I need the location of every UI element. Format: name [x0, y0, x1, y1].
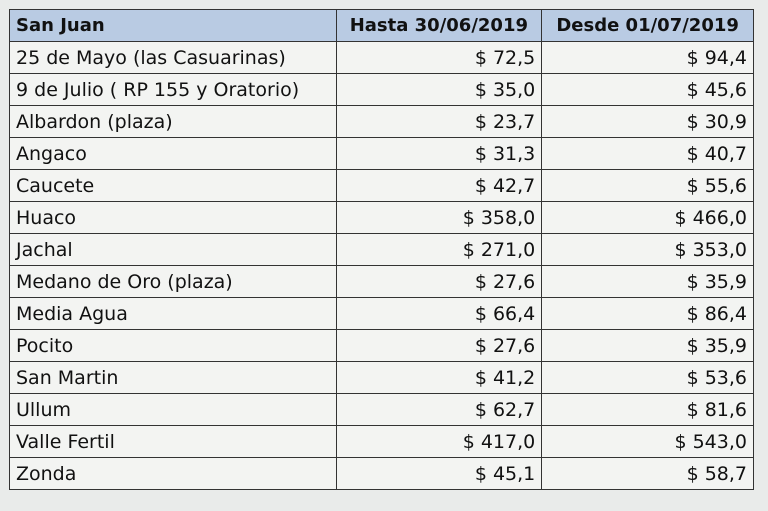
table-row: Media Agua $ 66,4 $ 86,4	[9, 297, 754, 330]
cell-location: Valle Fertil	[9, 425, 337, 458]
cell-location: Zonda	[9, 457, 337, 490]
cell-location: Pocito	[9, 329, 337, 362]
cell-price-from: $ 35,9	[541, 329, 754, 362]
table-row: Valle Fertil $ 417,0 $ 543,0	[9, 425, 754, 458]
cell-location: Albardon (plaza)	[9, 105, 337, 138]
table-row: Jachal $ 271,0 $ 353,0	[9, 233, 754, 266]
cell-location: Jachal	[9, 233, 337, 266]
cell-location: Huaco	[9, 201, 337, 234]
cell-price-until: $ 23,7	[335, 105, 543, 138]
header-from: Desde 01/07/2019	[541, 9, 754, 42]
header-location: San Juan	[9, 9, 337, 42]
cell-price-until: $ 27,6	[335, 329, 543, 362]
cell-price-from: $ 86,4	[541, 297, 754, 330]
cell-price-until: $ 62,7	[335, 393, 543, 426]
price-table: San Juan Hasta 30/06/2019 Desde 01/07/20…	[9, 9, 754, 490]
cell-price-from: $ 53,6	[541, 361, 754, 394]
cell-location: Medano de Oro (plaza)	[9, 265, 337, 298]
cell-price-from: $ 94,4	[541, 41, 754, 74]
cell-price-from: $ 58,7	[541, 457, 754, 490]
cell-price-until: $ 35,0	[335, 73, 543, 106]
table-row: Pocito $ 27,6 $ 35,9	[9, 329, 754, 362]
table-row: Zonda $ 45,1 $ 58,7	[9, 457, 754, 490]
cell-price-from: $ 40,7	[541, 137, 754, 170]
cell-location: Caucete	[9, 169, 337, 202]
table-row: San Martin $ 41,2 $ 53,6	[9, 361, 754, 394]
cell-price-until: $ 42,7	[335, 169, 543, 202]
cell-location: Ullum	[9, 393, 337, 426]
cell-price-until: $ 41,2	[335, 361, 543, 394]
cell-price-until: $ 45,1	[335, 457, 543, 490]
table-row: 9 de Julio ( RP 155 y Oratorio) $ 35,0 $ 4…	[9, 73, 754, 106]
cell-price-from: $ 81,6	[541, 393, 754, 426]
cell-price-until: $ 31,3	[335, 137, 543, 170]
cell-price-from: $ 45,6	[541, 73, 754, 106]
table-row: Medano de Oro (plaza) $ 27,6 $ 35,9	[9, 265, 754, 298]
cell-price-from: $ 55,6	[541, 169, 754, 202]
cell-price-until: $ 417,0	[335, 425, 543, 458]
cell-location: 9 de Julio ( RP 155 y Oratorio)	[9, 73, 337, 106]
table-row: Caucete $ 42,7 $ 55,6	[9, 169, 754, 202]
header-until: Hasta 30/06/2019	[335, 9, 543, 42]
table-body: 25 de Mayo (las Casuarinas) $ 72,5 $ 94,4 9…	[9, 41, 754, 490]
header-row: San Juan Hasta 30/06/2019 Desde 01/07/20…	[9, 9, 754, 42]
cell-location: Media Agua	[9, 297, 337, 330]
table-row: 25 de Mayo (las Casuarinas) $ 72,5 $ 94,4	[9, 41, 754, 74]
cell-location: San Martin	[9, 361, 337, 394]
cell-location: 25 de Mayo (las Casuarinas)	[9, 41, 337, 74]
cell-location: Angaco	[9, 137, 337, 170]
cell-price-until: $ 66,4	[335, 297, 543, 330]
cell-price-until: $ 27,6	[335, 265, 543, 298]
cell-price-from: $ 466,0	[541, 201, 754, 234]
cell-price-until: $ 358,0	[335, 201, 543, 234]
table-row: Ullum $ 62,7 $ 81,6	[9, 393, 754, 426]
cell-price-from: $ 35,9	[541, 265, 754, 298]
table-row: Albardon (plaza) $ 23,7 $ 30,9	[9, 105, 754, 138]
table-row: Angaco $ 31,3 $ 40,7	[9, 137, 754, 170]
cell-price-until: $ 271,0	[335, 233, 543, 266]
table-row: Huaco $ 358,0 $ 466,0	[9, 201, 754, 234]
cell-price-from: $ 543,0	[541, 425, 754, 458]
cell-price-from: $ 353,0	[541, 233, 754, 266]
cell-price-from: $ 30,9	[541, 105, 754, 138]
cell-price-until: $ 72,5	[335, 41, 543, 74]
